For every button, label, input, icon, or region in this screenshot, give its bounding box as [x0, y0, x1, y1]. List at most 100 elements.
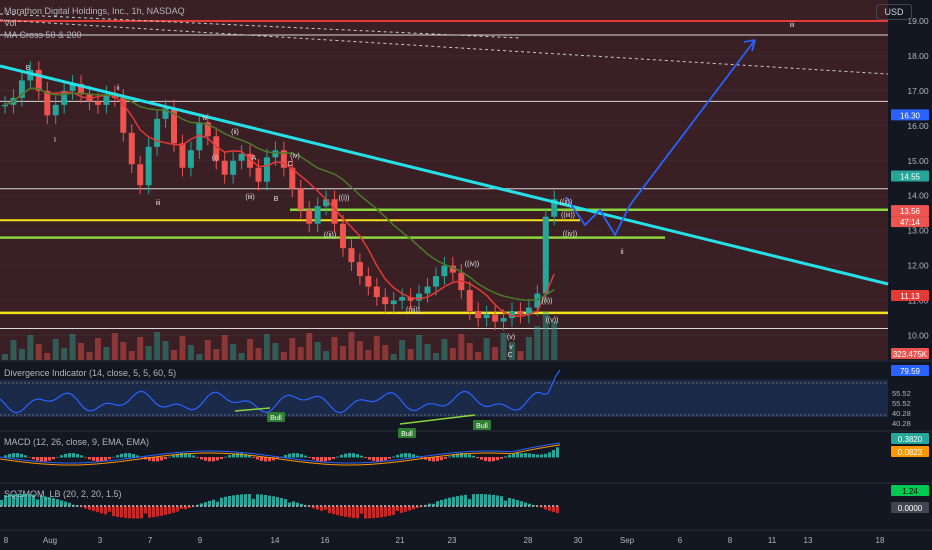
sqz-bar	[64, 501, 67, 507]
sqz-dot	[468, 505, 470, 507]
sqz-bar	[376, 506, 379, 518]
volume-bar	[416, 335, 423, 360]
currency-button[interactable]: USD	[876, 4, 912, 20]
sqz-dot	[172, 505, 174, 507]
sqz-dot	[204, 505, 206, 507]
candle	[35, 69, 42, 91]
candle	[449, 265, 456, 273]
macd-hist	[24, 455, 27, 458]
sqz-dot	[120, 505, 122, 507]
macd-hist	[388, 457, 391, 459]
volume-bar	[111, 333, 118, 360]
volume-bar	[466, 343, 473, 360]
sqz-bar	[280, 498, 283, 507]
volume-bar	[407, 349, 414, 360]
macd-hist	[252, 457, 255, 458]
sqz-dot	[496, 505, 498, 507]
sqz-bar	[516, 500, 519, 507]
sqz-bar	[40, 495, 43, 507]
sqz-bar	[508, 497, 511, 507]
candle	[230, 160, 237, 175]
candle	[475, 311, 482, 319]
sqz-dot	[100, 505, 102, 507]
price-tick: 14.00	[907, 191, 929, 201]
macd-hist	[120, 453, 123, 458]
candle	[407, 297, 414, 301]
macd-value: 0.3820	[898, 435, 923, 444]
candle	[340, 223, 346, 249]
x-tick: 11	[768, 536, 777, 545]
vol-label: Vol	[4, 18, 17, 28]
sqz-dot	[352, 505, 354, 507]
sqz-bar	[412, 506, 415, 510]
sqz-bar	[156, 506, 159, 517]
sqz-dot	[236, 505, 238, 507]
price-tag-text: 323.475K	[893, 350, 928, 359]
sqz-bar	[252, 498, 255, 507]
volume-bar	[542, 312, 549, 360]
sqz-dot	[368, 505, 370, 507]
volume-bar	[365, 350, 372, 360]
volume-bar	[27, 335, 34, 360]
macd-hist	[468, 454, 471, 458]
sqz-dot	[64, 505, 66, 507]
ma50-line	[4, 87, 555, 318]
macd-hist	[384, 457, 387, 461]
sqz-bar	[144, 506, 147, 514]
main-trendline	[0, 64, 889, 286]
dashed-trendline	[0, 19, 889, 75]
volume-bar	[145, 346, 152, 360]
sqz-dot	[244, 505, 246, 507]
macd-hist	[136, 455, 139, 458]
sqz-dot	[88, 505, 90, 507]
price-axis	[888, 0, 932, 550]
candle	[52, 104, 59, 116]
sqz-bar	[388, 506, 391, 516]
sqz-bar	[256, 494, 259, 507]
candle	[187, 150, 194, 168]
macd-hist	[248, 455, 251, 458]
price-tag-text: 11.13	[900, 292, 920, 301]
sqz-bar	[0, 499, 3, 507]
sqz-dot	[440, 505, 442, 507]
macd-hist	[88, 457, 91, 460]
volume-bar	[35, 344, 42, 360]
sqz-bar	[52, 498, 55, 507]
sqz-bar	[228, 495, 231, 507]
macd-hist	[132, 453, 135, 458]
sqz-bar	[260, 494, 263, 507]
sqz-dot	[68, 505, 70, 507]
sqz-bar	[140, 506, 143, 519]
candle	[542, 216, 549, 294]
volume-bar	[94, 338, 101, 360]
wave-label: A	[252, 155, 257, 162]
macd-hist	[348, 453, 351, 458]
macd-hist	[104, 457, 107, 461]
wave-label: ii	[620, 249, 624, 256]
candle	[120, 97, 127, 133]
candle	[179, 143, 186, 168]
sqz-dot	[476, 505, 478, 507]
sqz-bar	[520, 501, 523, 507]
macd-hist	[360, 455, 363, 458]
candle	[2, 104, 8, 107]
sqz-bar	[232, 495, 235, 507]
sqz-bar	[28, 494, 31, 507]
macd-hist	[244, 454, 247, 458]
x-tick: Aug	[43, 536, 57, 545]
macd-hist	[352, 453, 355, 458]
sqz-dot	[396, 505, 398, 507]
sqz-dot	[508, 505, 510, 507]
macd-hist	[12, 453, 15, 458]
macd-hist	[448, 456, 451, 458]
macd-hist	[556, 447, 559, 458]
sqz-dot	[116, 505, 118, 507]
volume-bar	[187, 345, 194, 360]
candle	[255, 167, 262, 182]
sqz-bar	[496, 495, 499, 507]
macd-hist	[160, 457, 163, 461]
macd-hist	[184, 453, 187, 458]
sqz-bar	[84, 506, 87, 509]
sqz-dot	[336, 505, 338, 507]
